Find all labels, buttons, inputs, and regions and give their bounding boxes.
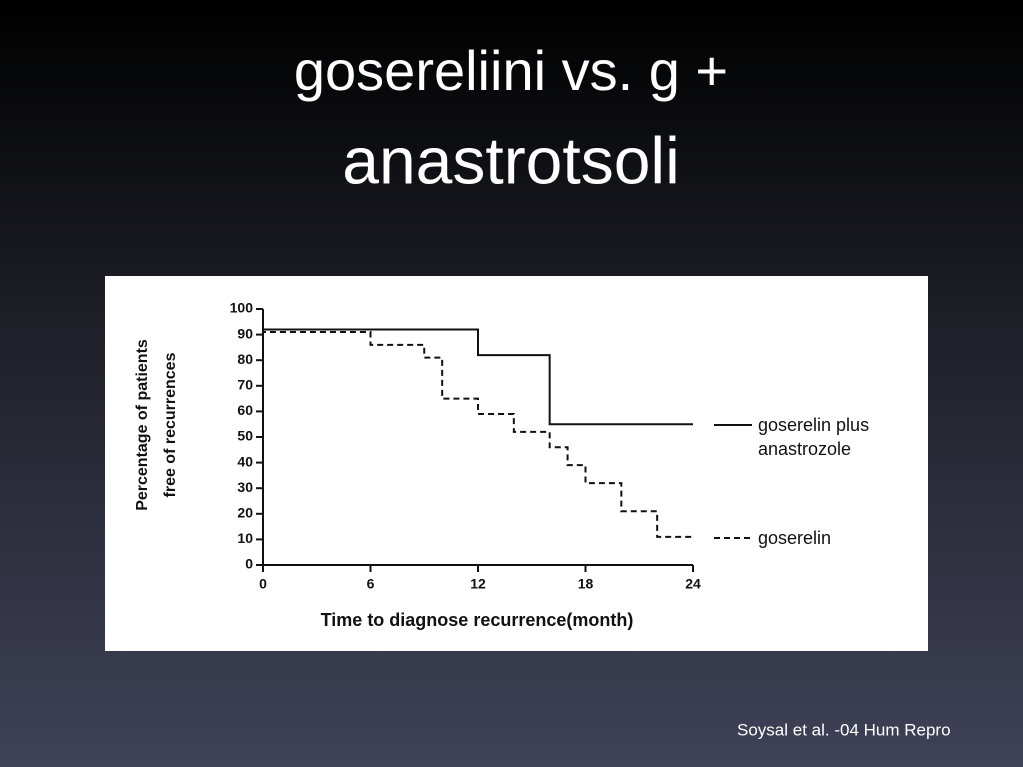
x-tick-label: 18 bbox=[578, 576, 594, 592]
x-axis-title: Time to diagnose recurrence(month) bbox=[321, 610, 634, 630]
series-line bbox=[262, 309, 693, 538]
y-tick-label: 80 bbox=[237, 351, 253, 367]
y-axis-title: Percentage of patients bbox=[134, 339, 151, 511]
legend-label: goserelin plus anastrozole bbox=[758, 415, 870, 459]
y-tick-label: 100 bbox=[230, 300, 254, 316]
y-tick-label: 40 bbox=[237, 453, 253, 469]
x-tick-label: 12 bbox=[470, 576, 486, 592]
y-tick-label: 10 bbox=[237, 530, 253, 546]
y-tick-label: 30 bbox=[237, 479, 253, 495]
x-tick-label: 24 bbox=[685, 576, 701, 592]
slide-title: anastrotsoli bbox=[342, 123, 680, 197]
y-tick-label: 70 bbox=[237, 377, 253, 393]
y-tick-label: 60 bbox=[237, 402, 253, 418]
y-tick-label: 90 bbox=[237, 325, 253, 341]
series-line bbox=[262, 309, 693, 426]
slide-title: gosereliini vs. g + bbox=[294, 39, 728, 102]
x-tick-label: 0 bbox=[259, 576, 267, 592]
chart-panel bbox=[105, 276, 928, 651]
x-tick-label: 6 bbox=[367, 576, 375, 592]
y-axis-title: free of recurrences bbox=[162, 352, 179, 497]
y-tick-label: 50 bbox=[237, 428, 253, 444]
legend-label: goserelin bbox=[758, 528, 832, 548]
y-tick-label: 20 bbox=[237, 505, 253, 521]
y-tick-label: 0 bbox=[245, 556, 253, 572]
citation: Soysal et al. -04 Hum Repro bbox=[737, 720, 951, 739]
